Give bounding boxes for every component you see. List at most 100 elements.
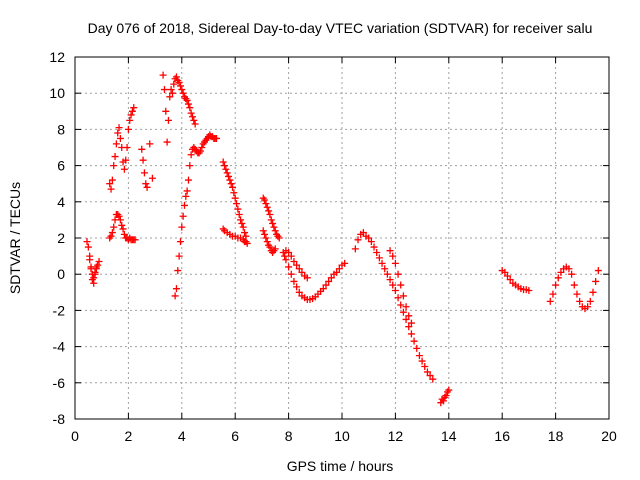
data-point [397,301,405,309]
data-point [402,315,410,323]
data-point [186,162,194,170]
data-point [549,290,557,298]
x-tick-label: 14 [441,428,457,444]
data-point [295,265,303,273]
data-point [287,252,295,260]
data-point [159,71,167,79]
data-point [418,357,426,365]
data-point [568,270,576,278]
data-point [119,225,127,233]
data-point [341,259,349,267]
data-point [182,192,190,200]
data-point [176,238,184,246]
x-tick-label: 18 [548,428,564,444]
data-point [91,268,99,276]
data-point [106,180,114,188]
data-point [198,144,206,151]
data-point [123,144,131,151]
data-point [180,201,188,209]
data-point [243,239,251,247]
grid-lines [75,57,609,419]
data-point [266,243,274,251]
data-point [122,156,130,164]
data-point [238,220,246,228]
data-point [126,116,134,124]
data-point [222,165,230,173]
data-point [111,153,119,161]
data-point [131,236,139,244]
data-point [139,156,147,164]
data-point [170,80,178,88]
x-tick-label: 4 [178,428,186,444]
data-point [120,165,128,173]
data-point [239,223,247,231]
data-point [594,267,602,275]
data-point [164,116,172,124]
data-point [586,297,594,305]
data-point [405,323,413,331]
x-axis-label: GPS time / hours [287,458,394,474]
data-point [229,183,237,191]
y-tick-label: -2 [53,302,66,318]
data-point [234,205,242,213]
data-point [354,236,362,244]
data-point [146,140,154,148]
data-point [325,277,333,285]
data-point [373,248,381,256]
data-point [128,107,136,115]
data-point [407,330,415,338]
data-point [557,268,565,276]
data-point [381,265,389,273]
data-point [223,169,231,177]
data-point [116,216,124,224]
data-point [389,281,397,289]
data-point [584,303,592,311]
data-point [108,229,116,237]
data-point [378,259,386,267]
x-tick-label: 10 [334,428,350,444]
data-point [112,140,120,148]
data-point [190,116,198,124]
data-point [407,319,415,327]
data-point [179,89,187,97]
data-point [259,227,267,235]
data-point [271,227,279,235]
data-point [110,162,118,170]
data-point [445,386,453,394]
data-point [391,286,399,294]
data-point [501,268,509,276]
y-tick-label: 0 [57,266,65,282]
x-tick-label: 12 [388,428,404,444]
data-point [351,245,359,253]
data-point [263,238,271,246]
data-point [386,276,394,284]
data-point [140,169,148,177]
data-point [188,113,196,121]
data-point [84,243,92,251]
y-axis-label: SDTVAR / TECUs [7,182,23,294]
data-point [118,221,126,229]
data-point [230,189,238,197]
axis-ticks: 0 2 4 6 8 10 12 14 16 18 20 -8 -6 -4 -2 0 2 4 6 8 10 12 [49,49,617,444]
data-point [184,100,192,108]
data-point [167,86,175,94]
data-point [183,96,191,104]
data-point [261,196,269,204]
data-point [266,210,274,218]
data-point [573,290,581,298]
data-point [275,234,283,242]
data-point [554,274,562,282]
data-point [290,258,298,266]
data-point [399,292,407,300]
data-point [293,283,301,291]
data-point [225,172,233,180]
data-point [221,162,229,170]
data-point [142,180,150,188]
data-point [386,247,394,255]
data-point [90,274,98,282]
data-point [570,281,578,289]
data-point [394,270,402,278]
data-point [429,375,437,383]
y-tick-label: 12 [49,49,65,65]
